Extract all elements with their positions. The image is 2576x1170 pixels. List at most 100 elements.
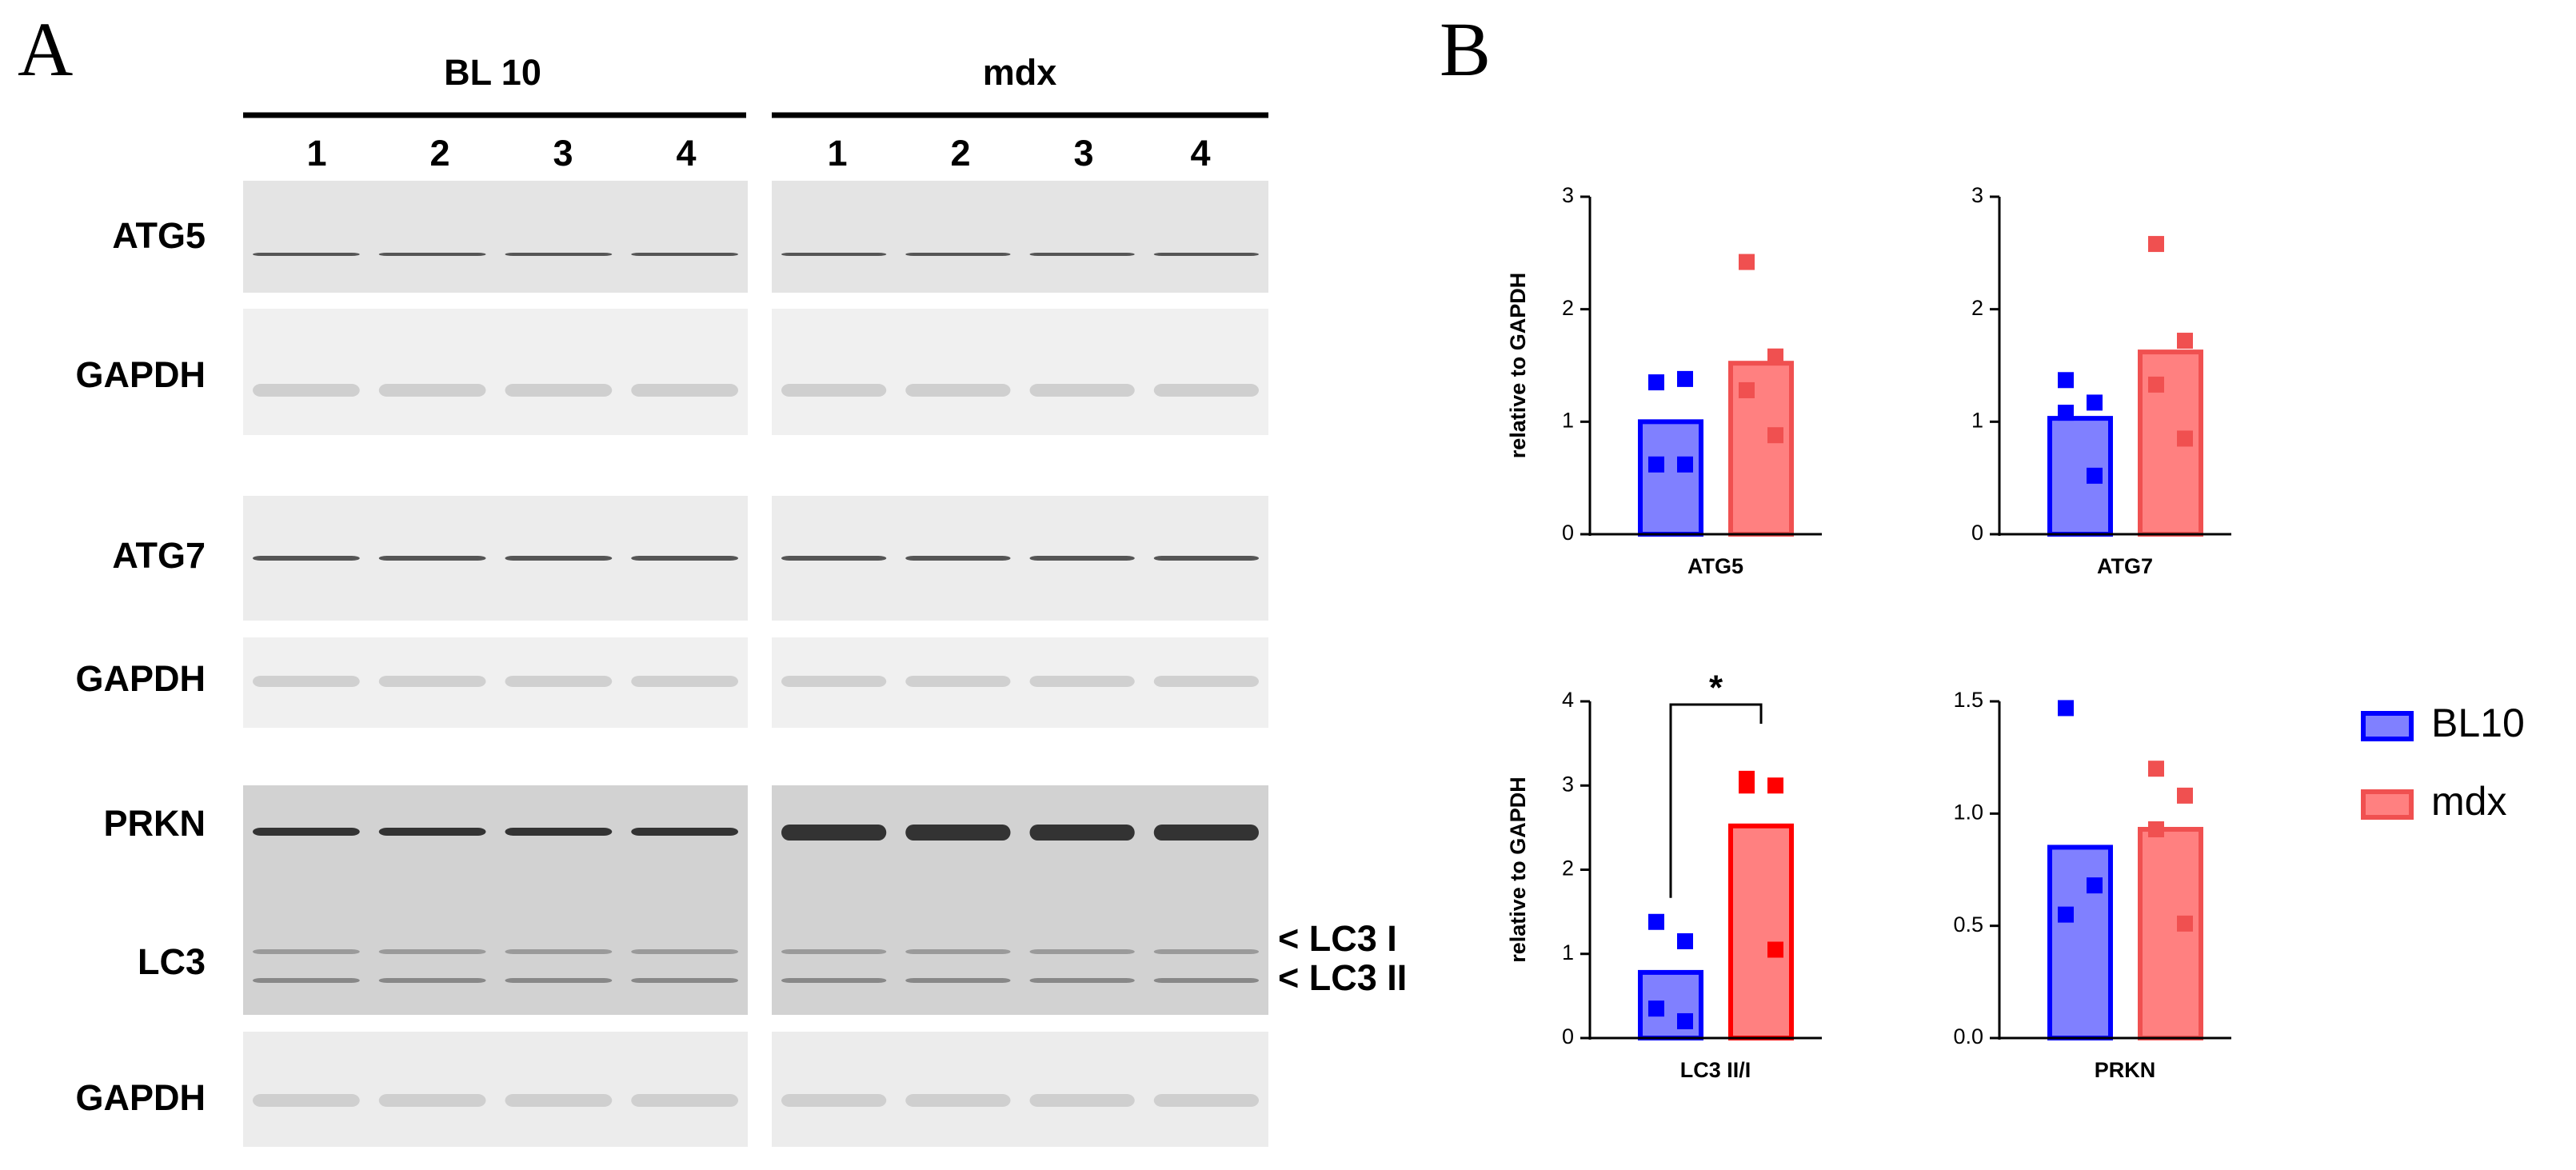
blot-band xyxy=(505,1094,613,1107)
blot-band xyxy=(1153,825,1259,841)
y-tick-label: 0 xyxy=(1562,1024,1574,1048)
blot-band xyxy=(253,828,360,836)
blot-band xyxy=(905,676,1011,687)
data-point xyxy=(1739,777,1755,794)
blot-band xyxy=(253,1094,360,1107)
blot-band xyxy=(505,384,613,397)
lane-label: 2 xyxy=(950,133,970,174)
group-label: mdx xyxy=(983,52,1057,93)
data-point xyxy=(2087,877,2103,894)
blot-band xyxy=(631,978,738,983)
data-point xyxy=(2058,906,2074,923)
blot-band xyxy=(781,676,887,687)
y-tick-label: 1 xyxy=(1971,408,1983,432)
blot-band xyxy=(1029,949,1135,954)
blot-band xyxy=(1029,556,1135,561)
blot-band xyxy=(505,828,613,836)
data-point xyxy=(1767,777,1783,794)
band-annotation: < LC3 I xyxy=(1278,918,1397,959)
blot-image xyxy=(243,1032,748,1147)
data-point xyxy=(2148,821,2164,837)
data-point xyxy=(2148,236,2164,253)
data-point xyxy=(1767,348,1783,365)
lane-label: 3 xyxy=(1073,133,1093,174)
legend-swatch xyxy=(2361,789,2414,820)
blot-band xyxy=(505,556,613,561)
blot-band xyxy=(905,1094,1011,1107)
data-point xyxy=(2177,430,2193,447)
y-tick-label: 4 xyxy=(1562,688,1574,712)
x-category-label: PRKN xyxy=(2095,1058,2156,1082)
blot-band xyxy=(1029,384,1135,397)
y-tick-label: 1 xyxy=(1562,940,1574,964)
blot-band xyxy=(1153,949,1259,954)
blot-band xyxy=(781,825,887,841)
blot-band xyxy=(505,949,613,954)
blot-label: LC3 xyxy=(138,941,206,982)
y-tick-label: 0.0 xyxy=(1953,1024,1983,1048)
legend-swatch xyxy=(2361,711,2414,741)
data-point xyxy=(1677,370,1693,387)
data-point xyxy=(2087,394,2103,411)
blot-band xyxy=(1153,556,1259,561)
blot-image xyxy=(243,181,748,293)
x-category-label: ATG7 xyxy=(2097,554,2153,578)
data-point xyxy=(1739,254,1755,270)
bar xyxy=(1638,419,1703,537)
blot-band xyxy=(781,556,887,561)
blot-band xyxy=(631,676,738,687)
blot-band xyxy=(905,978,1011,983)
panel-label: A xyxy=(18,6,73,92)
blot-image xyxy=(772,309,1268,435)
blot-band xyxy=(378,384,486,397)
data-point xyxy=(1648,374,1664,391)
data-point xyxy=(1767,941,1783,958)
lane-label: 1 xyxy=(306,133,326,174)
data-point xyxy=(2058,405,2074,421)
blot-band xyxy=(378,253,486,256)
blot-band xyxy=(631,828,738,836)
blot-band xyxy=(631,1094,738,1107)
blot-label: GAPDH xyxy=(75,354,206,395)
blot-image xyxy=(243,785,748,1015)
data-point xyxy=(1648,456,1664,473)
y-tick-label: 1.0 xyxy=(1953,800,1983,824)
y-tick-label: 3 xyxy=(1971,183,1983,207)
blot-band xyxy=(378,978,486,983)
data-point xyxy=(2177,333,2193,349)
blot-band xyxy=(905,556,1011,561)
blot-band xyxy=(253,676,360,687)
blot-band xyxy=(905,253,1011,256)
blot-band xyxy=(1029,978,1135,983)
blot-band xyxy=(631,253,738,256)
data-point xyxy=(2148,761,2164,777)
blot-band xyxy=(781,949,887,954)
blot-band xyxy=(781,978,887,983)
legend-label: BL10 xyxy=(2431,701,2525,745)
blot-label: ATG7 xyxy=(112,535,206,576)
lane-label: 4 xyxy=(1190,133,1210,174)
data-point xyxy=(1739,381,1755,398)
blot-band xyxy=(505,676,613,687)
blot-band xyxy=(1029,825,1135,841)
blot-label: GAPDH xyxy=(75,658,206,699)
blot-band xyxy=(781,253,887,256)
blot-band xyxy=(378,949,486,954)
data-point xyxy=(2177,915,2193,932)
y-tick-label: 2 xyxy=(1562,296,1574,320)
blot-band xyxy=(631,556,738,561)
y-axis-label: relative to GAPDH xyxy=(1506,777,1530,963)
blot-band xyxy=(1029,253,1135,256)
blot-band xyxy=(1153,384,1259,397)
group-label: BL 10 xyxy=(444,52,541,93)
blot-band xyxy=(631,384,738,397)
data-point xyxy=(1677,456,1693,473)
blot-image xyxy=(772,1032,1268,1147)
x-category-label: LC3 II/I xyxy=(1680,1058,1751,1082)
bar xyxy=(2047,845,2113,1041)
blot-band xyxy=(1029,676,1135,687)
blot-band xyxy=(378,828,486,836)
lane-label: 2 xyxy=(429,133,449,174)
blot-band xyxy=(253,949,360,954)
